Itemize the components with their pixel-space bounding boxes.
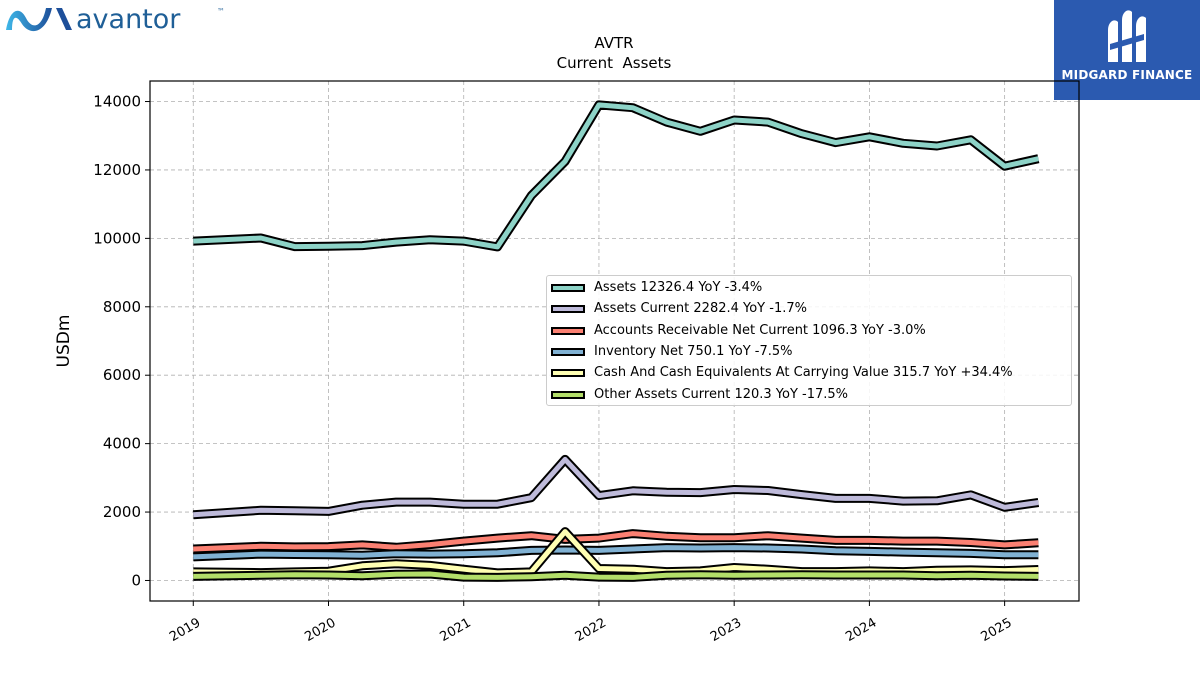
- legend-label: Cash And Cash Equivalents At Carrying Va…: [594, 365, 1013, 381]
- legend-swatch: [551, 347, 585, 356]
- x-tick-label: 2021: [438, 615, 474, 645]
- legend-label: Accounts Receivable Net Current 1096.3 Y…: [594, 322, 926, 338]
- y-tick-label: 4000: [103, 435, 141, 453]
- y-tick-label: 14000: [93, 93, 141, 111]
- legend-swatch: [551, 284, 585, 292]
- chart-legend: Assets 12326.4 YoY -3.4% Assets Current 2…: [546, 275, 1072, 406]
- legend-entry: Assets Current 2282.4 YoY -1.7%: [547, 299, 1067, 319]
- x-tick-label: 2023: [708, 615, 744, 645]
- avantor-mark-icon: [6, 8, 52, 32]
- series-line: [193, 571, 1039, 580]
- y-tick-label: 8000: [103, 298, 141, 316]
- legend-entry: Inventory Net 750.1 YoY -7.5%: [547, 342, 1067, 362]
- y-tick-label: 2000: [103, 503, 141, 521]
- legend-swatch: [551, 326, 585, 335]
- y-axis-label: USDm: [54, 315, 74, 368]
- legend-entry: Assets 12326.4 YoY -3.4%: [547, 278, 1067, 298]
- series-line: [193, 531, 1039, 552]
- chart-subtitle: Current Assets: [557, 54, 672, 72]
- series-layer: [193, 100, 1040, 582]
- series-line: [193, 102, 1039, 250]
- x-tick-label: 2019: [167, 615, 203, 645]
- legend-label: Assets 12326.4 YoY -3.4%: [594, 280, 763, 295]
- series-line-outline: [193, 454, 1040, 520]
- x-tick-label: 2020: [302, 615, 338, 645]
- x-tick-label: 2022: [573, 615, 609, 645]
- series-line: [193, 456, 1039, 518]
- avantor-mark-accent-icon: [56, 8, 72, 30]
- midgard-finance-text: MIDGARD FINANCE: [1061, 68, 1193, 82]
- legend-swatch: [551, 305, 585, 314]
- legend-label: Assets Current 2282.4 YoY -1.7%: [594, 301, 807, 317]
- legend-entry: Accounts Receivable Net Current 1096.3 Y…: [547, 321, 1067, 341]
- legend-swatch: [551, 369, 585, 378]
- legend-label: Inventory Net 750.1 YoY -7.5%: [594, 343, 793, 359]
- legend-entry: Other Assets Current 120.3 YoY -17.5%: [547, 385, 1067, 405]
- avantor-logo: avantor ™: [6, 4, 225, 35]
- trademark-mark: ™: [217, 7, 225, 16]
- x-tick-label: 2025: [978, 615, 1014, 645]
- chart-title: AVTR: [594, 34, 633, 52]
- midgard-finance-badge: MIDGARD FINANCE: [1054, 0, 1200, 100]
- midgard-finance-logo-icon: [1108, 10, 1146, 63]
- y-tick-label: 12000: [93, 161, 141, 179]
- x-tick-label: 2024: [843, 615, 879, 645]
- legend-label: Other Assets Current 120.3 YoY -17.5%: [594, 386, 849, 402]
- y-tick-label: 10000: [93, 229, 141, 247]
- legend-entry: Cash And Cash Equivalents At Carrying Va…: [547, 363, 1067, 383]
- plot-area-frame: [149, 80, 1080, 602]
- y-tick-label: 0: [131, 571, 141, 589]
- series-line-outline: [193, 100, 1040, 252]
- avantor-logo-text: avantor: [76, 4, 181, 35]
- y-tick-label: 6000: [103, 366, 141, 384]
- legend-swatch: [551, 390, 585, 399]
- series-line: [193, 545, 1039, 560]
